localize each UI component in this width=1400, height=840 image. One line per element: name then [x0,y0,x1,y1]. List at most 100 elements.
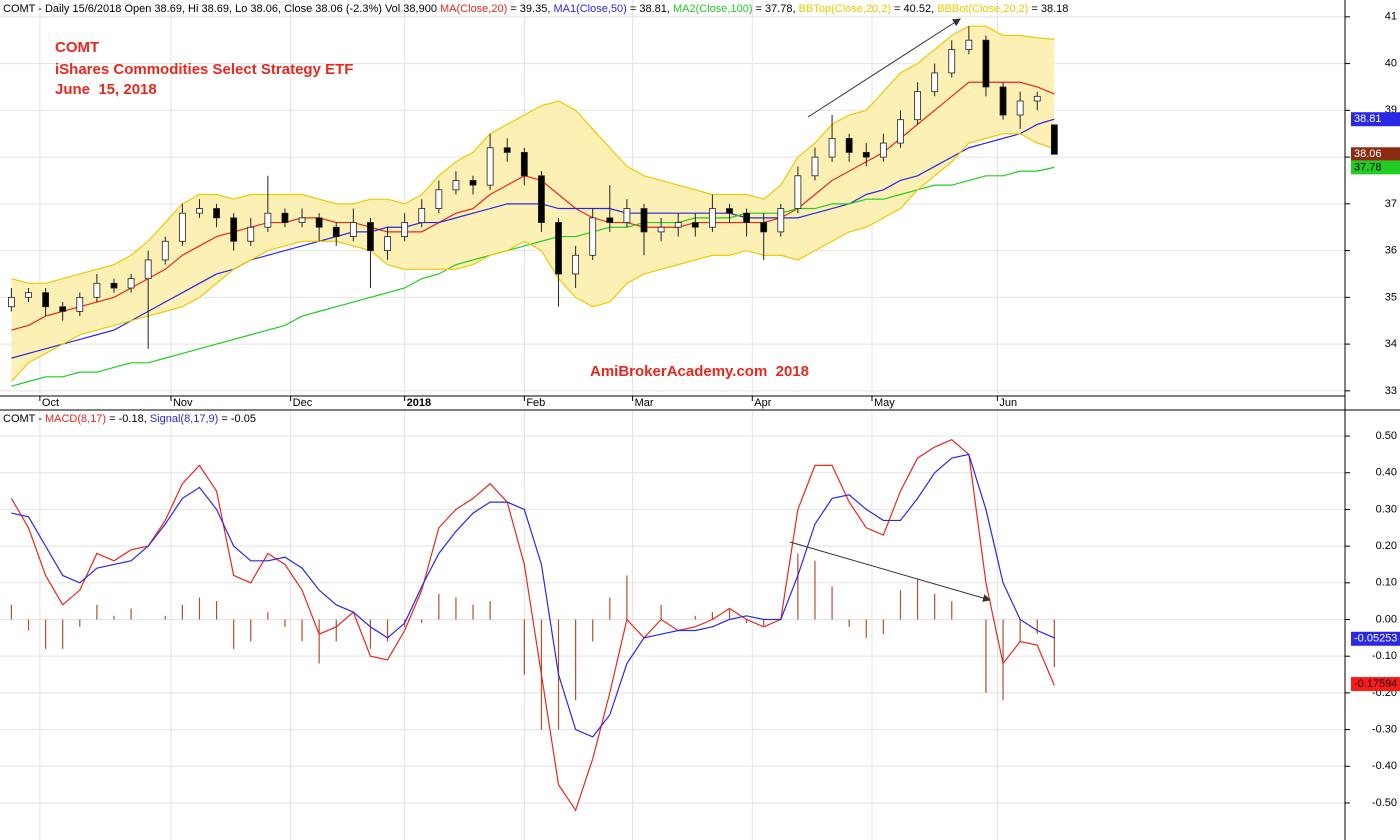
candle-body [760,222,768,233]
candle-body [401,222,409,237]
candle-body [845,137,853,153]
y-tick-label: 0.00 [1376,613,1397,625]
x-tick-label: Apr [754,397,771,409]
candle-body [640,208,648,233]
y-tick-label: -0.10 [1372,650,1397,662]
series-line [11,118,1055,359]
x-tick-label: Oct [42,397,59,409]
candle-body [879,142,887,158]
legend-value: = -0.18, [106,413,150,425]
legend-name: MA(Close,20) [440,3,507,15]
candle-body [811,156,819,177]
candle-body [127,278,135,289]
legend-name: Signal(8,17,9) [150,413,219,425]
y-tick-label: 41 [1385,11,1397,23]
candle-body [59,306,67,312]
value-badge [1351,677,1400,692]
x-tick-label: Feb [526,397,545,409]
candle-body [589,217,597,256]
candle-body [1016,100,1024,116]
y-tick-label: 37 [1385,198,1397,210]
candle-body [503,147,511,153]
candle-body [76,296,84,312]
series-line [11,453,1055,738]
value-badge-label: -0.17594 [1354,678,1397,690]
candle-body [520,152,528,177]
candle-body [384,236,391,251]
candle-body [315,217,323,228]
candle-body [298,217,306,223]
candle-body [247,226,255,242]
candle-body [93,282,101,298]
annotation: iShares Commodities Select Strategy ETF [55,61,353,78]
y-tick-label: -0.40 [1372,760,1397,772]
candle-body [999,86,1007,116]
candle-body [144,259,152,280]
candle-body [332,226,340,237]
x-tick-label: Dec [293,397,313,409]
candle-body [7,296,15,308]
candle-body [674,222,682,228]
y-tick-label: 0.40 [1376,467,1397,479]
y-tick-label: 0.20 [1376,540,1397,552]
y-tick-label: -0.50 [1372,797,1397,809]
candle-body [349,222,357,237]
candle-body [1033,95,1041,102]
x-tick-label: Mar [635,397,654,409]
series-line [10,439,1055,812]
candle-body [914,91,921,121]
value-badge [1351,112,1400,127]
candle-body [555,222,562,275]
candle-body [657,226,665,233]
candle-body [367,222,374,251]
candle-body [110,282,118,289]
trend-arrow [789,541,991,602]
candle-body [828,137,836,158]
value-badge [1351,631,1400,646]
value-badge-label: -0.05253 [1354,633,1397,645]
candle-body [606,217,614,223]
candle-body [948,49,956,74]
text-layer: 333435363738394041COMTiShares Commoditie… [3,3,1400,809]
candle-body [691,222,699,228]
legend-value: = 38.18 [1028,3,1068,15]
y-tick-label: -0.30 [1372,723,1397,735]
legend-value: = 39.35, [507,3,553,15]
candle-body [862,152,870,158]
x-tick-label: May [874,397,895,409]
legend-value: = 38.81, [627,3,673,15]
header-text: COMT - Daily 15/6/2018 Open 38.69, Hi 38… [3,3,440,15]
legend-value: = -0.05 [218,413,256,425]
y-tick-label: 0.30 [1376,503,1397,515]
candle-body [264,212,272,228]
candle-body [726,208,733,214]
annotation: June 15, 2018 [55,81,157,98]
annotation: COMT [55,39,99,56]
candle-body [213,208,220,219]
y-tick-label: 34 [1385,338,1397,350]
candle-body [486,147,494,186]
candle-body [178,212,186,242]
candle-body [161,240,169,261]
x-tick-label: 2018 [407,397,431,409]
y-tick-label: 0.10 [1376,577,1397,589]
x-tick-label: Nov [173,397,193,409]
candle-body [708,208,716,228]
panel-header: COMT - Daily 15/6/2018 Open 38.69, Hi 38… [3,3,1068,15]
y-tick-label: 40 [1385,57,1397,69]
candle-body [982,39,990,88]
legend-value: = 40.52, [891,3,937,15]
value-badge [1351,160,1400,175]
candle-body [743,212,750,223]
legend-name: BBBot(Close,20,2) [937,3,1028,15]
panel-header: COMT - MACD(8,17) = -0.18, Signal(8,17,9… [3,413,256,425]
candle-body [623,208,631,223]
candle-body [897,119,904,144]
candle-body [25,292,32,298]
annotation: AmiBrokerAcademy.com 2018 [590,363,809,380]
trend-arrow [807,18,961,118]
series-line [11,25,1055,284]
marks-layer [7,25,1058,812]
header-text: COMT - [3,413,45,425]
candle-body [435,189,443,209]
